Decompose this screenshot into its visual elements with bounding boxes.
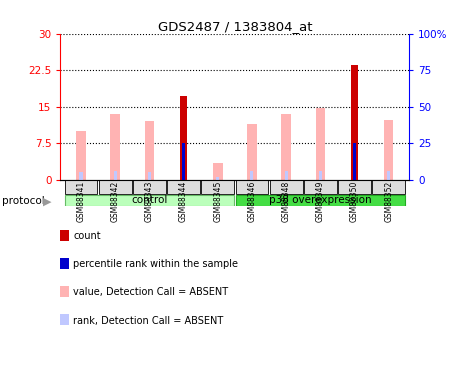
Text: GSM88350: GSM88350 [350, 180, 359, 222]
Text: GSM88346: GSM88346 [247, 180, 256, 222]
Text: value, Detection Call = ABSENT: value, Detection Call = ABSENT [73, 288, 229, 297]
Bar [351, 65, 358, 180]
Text: GSM88342: GSM88342 [111, 180, 120, 222]
Text: control: control [131, 195, 167, 205]
Bar [319, 171, 322, 180]
Text: protocol: protocol [2, 196, 45, 206]
Text: rank, Detection Call = ABSENT: rank, Detection Call = ABSENT [73, 316, 224, 326]
Bar [80, 172, 82, 180]
Text: GSM88343: GSM88343 [145, 180, 154, 222]
Bar [372, 180, 405, 194]
Bar [353, 143, 356, 180]
Bar [213, 163, 223, 180]
Bar [384, 120, 393, 180]
Text: GSM88352: GSM88352 [384, 180, 393, 222]
Bar [235, 180, 268, 194]
Bar [304, 180, 337, 194]
Bar [247, 124, 257, 180]
Bar [99, 180, 132, 194]
Text: GSM88345: GSM88345 [213, 180, 222, 222]
Bar [65, 195, 234, 206]
Bar [145, 122, 154, 180]
Text: GSM88348: GSM88348 [282, 180, 291, 222]
Bar [148, 172, 151, 180]
Text: GSM88341: GSM88341 [76, 180, 86, 222]
Bar [76, 131, 86, 180]
Bar [167, 180, 200, 194]
Title: GDS2487 / 1383804_at: GDS2487 / 1383804_at [158, 20, 312, 33]
Text: percentile rank within the sample: percentile rank within the sample [73, 260, 239, 269]
Bar [65, 180, 97, 194]
Text: GSM88344: GSM88344 [179, 180, 188, 222]
Bar [387, 171, 390, 180]
Bar [201, 180, 234, 194]
Bar [285, 171, 288, 180]
Text: ▶: ▶ [43, 196, 52, 206]
Bar [316, 108, 325, 180]
Bar [338, 180, 371, 194]
Bar [250, 171, 253, 180]
Bar [281, 114, 291, 180]
Bar [216, 177, 219, 180]
Text: count: count [73, 231, 101, 241]
Text: p38 overexpression: p38 overexpression [269, 195, 372, 205]
Bar [113, 171, 117, 180]
Text: GSM88349: GSM88349 [316, 180, 325, 222]
Bar [110, 114, 120, 180]
Bar [235, 195, 405, 206]
Bar [180, 96, 187, 180]
Bar [182, 143, 185, 180]
Bar [270, 180, 303, 194]
Bar [133, 180, 166, 194]
